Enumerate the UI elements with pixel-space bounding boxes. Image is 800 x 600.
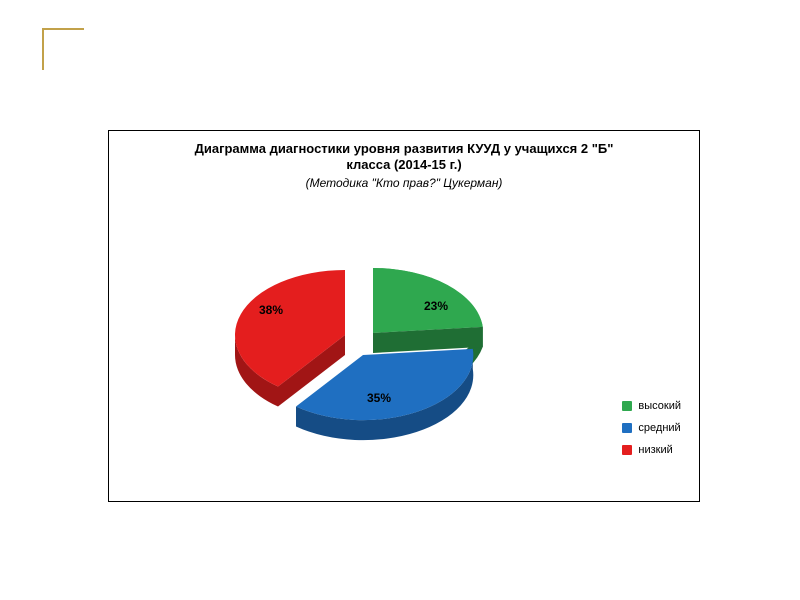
legend-item: средний — [622, 422, 681, 434]
legend-swatch-mid — [622, 423, 632, 433]
legend-label: средний — [638, 422, 680, 434]
legend-swatch-high — [622, 401, 632, 411]
chart-subtitle: (Методика "Кто прав?" Цукерман) — [149, 176, 659, 190]
corner-accent — [42, 28, 84, 70]
legend-label: высокий — [638, 400, 681, 412]
legend-swatch-low — [622, 445, 632, 455]
legend: высокий средний низкий — [622, 390, 681, 466]
legend-item: высокий — [622, 400, 681, 412]
chart-title-line1: Диаграмма диагностики уровня развития КУ… — [149, 141, 659, 157]
slice-label-mid: 35% — [367, 391, 391, 405]
chart-title-block: Диаграмма диагностики уровня развития КУ… — [109, 131, 699, 190]
legend-item: низкий — [622, 444, 681, 456]
pie-chart: 23% 35% 38% — [199, 241, 519, 461]
slice-label-low: 38% — [259, 303, 283, 317]
legend-label: низкий — [638, 444, 672, 456]
chart-frame: Диаграмма диагностики уровня развития КУ… — [108, 130, 700, 502]
chart-title-line2: класса (2014-15 г.) — [149, 157, 659, 173]
slice-label-high: 23% — [424, 299, 448, 313]
